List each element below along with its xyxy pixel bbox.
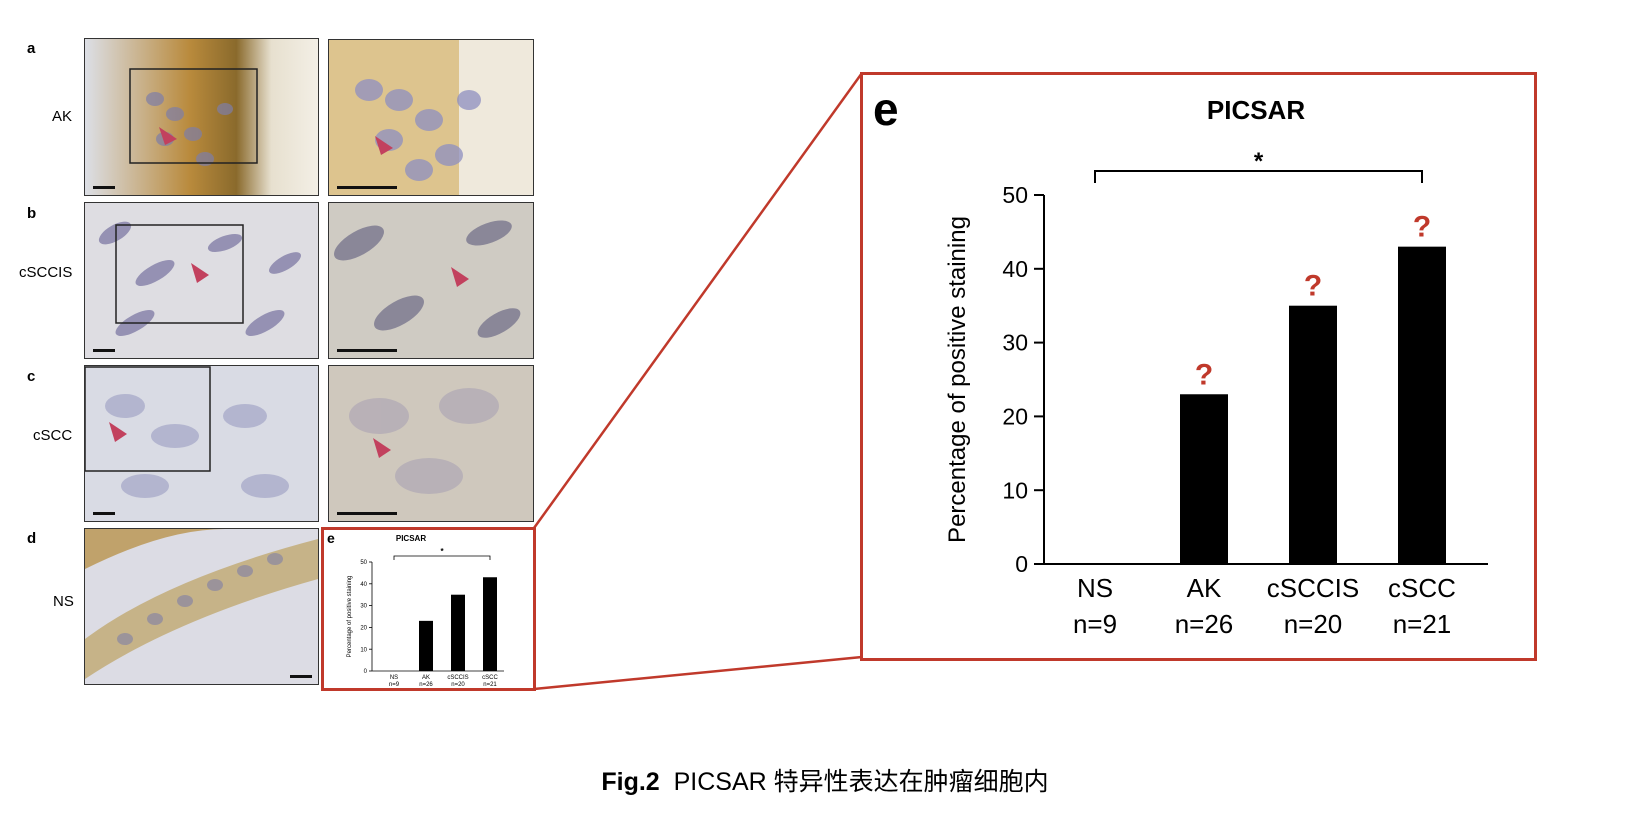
y-tick-label: 40 bbox=[360, 582, 367, 588]
x-tick-label: AK bbox=[422, 675, 430, 681]
x-tick-label: NS bbox=[390, 675, 398, 681]
figure-number: Fig.2 bbox=[601, 768, 660, 796]
y-tick-label: 0 bbox=[1015, 551, 1028, 577]
bar-ak bbox=[1180, 394, 1228, 564]
y-tick-label: 0 bbox=[364, 669, 368, 675]
x-tick-sublabel: n=9 bbox=[1073, 609, 1117, 639]
micrograph-ak-overview bbox=[84, 38, 319, 196]
chart-enlarged-frame: e PICSAR 0 10 20 30 40 50 Percentage of positive… bbox=[860, 72, 1537, 661]
y-tick-label: 10 bbox=[360, 647, 367, 653]
x-tick-sublabel: n=26 bbox=[419, 682, 433, 688]
chart-panel-letter: e bbox=[873, 83, 899, 135]
bar-annotation: ? bbox=[1413, 211, 1431, 244]
figure-caption: Fig.2 PICSAR 特异性表达在肿瘤细胞内 bbox=[0, 762, 1650, 798]
y-tick-label: 50 bbox=[360, 560, 367, 566]
y-tick-label: 20 bbox=[360, 626, 367, 632]
x-tick-label: AK bbox=[1187, 573, 1222, 603]
chart-panel-letter: e bbox=[327, 530, 335, 546]
figure-caption-text: PICSAR 特异性表达在肿瘤细胞内 bbox=[673, 768, 1049, 796]
panel-label-cscc: cSCC bbox=[33, 427, 73, 444]
chart-title: PICSAR bbox=[1207, 95, 1305, 125]
bar-csccis bbox=[1289, 305, 1337, 564]
panel-letter-b: b bbox=[27, 205, 37, 222]
y-tick-label: 10 bbox=[1002, 477, 1028, 503]
x-tick-sublabel: n=20 bbox=[1284, 609, 1343, 639]
arrowhead-marker bbox=[159, 127, 177, 145]
panel-label-cscis: cSCCIS bbox=[19, 264, 73, 281]
bar-cscc bbox=[1398, 246, 1446, 564]
micrograph-cscis-zoom bbox=[328, 202, 534, 359]
x-tick-sublabel: n=26 bbox=[1175, 609, 1234, 639]
y-tick-label: 30 bbox=[360, 604, 367, 610]
x-tick-label: cSCC bbox=[482, 675, 498, 681]
chart-thumbnail-frame: e PICSAR 0 10 20 30 40 50 Percentage of positive… bbox=[321, 527, 536, 691]
x-tick-sublabel: n=20 bbox=[451, 682, 465, 688]
y-axis-label: Percentage of positive staining bbox=[347, 576, 353, 658]
x-tick-label: NS bbox=[1077, 573, 1113, 603]
bar-ak bbox=[419, 620, 433, 671]
x-tick-sublabel: n=21 bbox=[1393, 609, 1452, 639]
x-tick-sublabel: n=9 bbox=[389, 682, 400, 688]
bar-csccis bbox=[451, 594, 465, 671]
x-tick-label: cSCCIS bbox=[447, 675, 468, 681]
x-tick-sublabel: n=21 bbox=[483, 682, 497, 688]
y-tick-label: 40 bbox=[1002, 256, 1028, 282]
y-tick-label: 30 bbox=[1002, 330, 1028, 356]
bar-cscc bbox=[483, 577, 497, 671]
y-tick-label: 20 bbox=[1002, 403, 1028, 429]
significance-bracket bbox=[1094, 170, 1423, 183]
chart-title: PICSAR bbox=[396, 534, 426, 543]
micrograph-cscis-overview bbox=[84, 202, 319, 359]
micrograph-ns bbox=[84, 528, 319, 685]
bar-chart: e PICSAR 0 10 20 30 40 50 Percentage of positive… bbox=[873, 83, 1488, 639]
panel-letter-d: d bbox=[27, 530, 37, 547]
significance-bracket bbox=[393, 555, 491, 560]
y-axis-label: Percentage of positive staining bbox=[944, 216, 971, 543]
x-tick-label: cSCC bbox=[1388, 573, 1456, 603]
panel-letter-c: c bbox=[27, 368, 36, 385]
chart-thumbnail: e PICSAR 0 10 20 30 40 50 Percentage of positive… bbox=[327, 530, 504, 688]
bar-annotation: ? bbox=[1304, 270, 1322, 303]
significance-label: * bbox=[1254, 148, 1264, 175]
micrograph-ak-zoom bbox=[328, 39, 534, 196]
significance-label: * bbox=[440, 547, 444, 556]
x-tick-label: cSCCIS bbox=[1267, 573, 1359, 603]
panel-letter-a: a bbox=[27, 40, 36, 57]
panel-label-ak: AK bbox=[52, 108, 73, 125]
panel-label-ns: NS bbox=[53, 593, 74, 610]
micrograph-cscc-overview bbox=[84, 365, 319, 522]
y-tick-label: 50 bbox=[1002, 182, 1028, 208]
bar-annotation: ? bbox=[1195, 358, 1213, 391]
micrograph-cscc-zoom bbox=[328, 365, 534, 522]
